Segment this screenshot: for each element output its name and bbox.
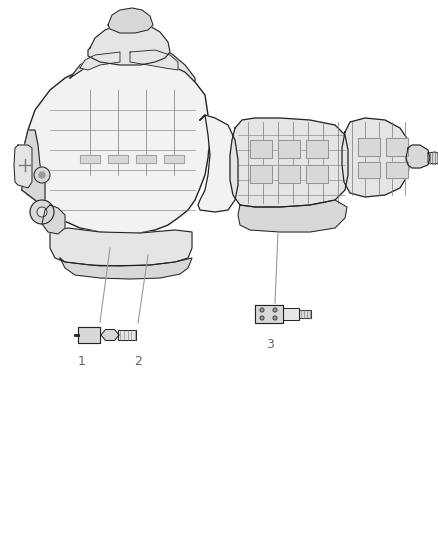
Polygon shape bbox=[70, 45, 195, 82]
Polygon shape bbox=[22, 130, 45, 205]
Circle shape bbox=[260, 308, 264, 312]
Bar bbox=[118, 330, 136, 340]
Bar bbox=[255, 305, 283, 323]
Polygon shape bbox=[108, 8, 153, 33]
Bar bbox=[283, 308, 299, 320]
Bar bbox=[306, 165, 328, 183]
Polygon shape bbox=[60, 258, 192, 279]
Circle shape bbox=[273, 316, 277, 320]
Polygon shape bbox=[22, 57, 210, 234]
Bar bbox=[386, 162, 408, 178]
Text: 3: 3 bbox=[266, 338, 274, 351]
Polygon shape bbox=[101, 329, 119, 341]
Bar bbox=[250, 165, 272, 183]
Bar bbox=[278, 165, 300, 183]
Bar bbox=[299, 310, 311, 318]
Bar bbox=[118, 330, 136, 340]
Polygon shape bbox=[198, 115, 238, 212]
Bar bbox=[136, 155, 156, 163]
Circle shape bbox=[260, 316, 264, 320]
Bar bbox=[306, 140, 328, 158]
Polygon shape bbox=[406, 145, 430, 168]
Polygon shape bbox=[50, 228, 192, 266]
Bar bbox=[80, 155, 100, 163]
Bar bbox=[136, 155, 156, 163]
Bar bbox=[278, 165, 300, 183]
Polygon shape bbox=[88, 23, 170, 65]
Polygon shape bbox=[342, 118, 410, 197]
Circle shape bbox=[39, 172, 45, 178]
Bar bbox=[358, 162, 380, 178]
Bar bbox=[80, 155, 100, 163]
Bar bbox=[78, 327, 100, 343]
Polygon shape bbox=[428, 152, 438, 164]
Bar bbox=[278, 140, 300, 158]
Bar bbox=[108, 155, 128, 163]
Bar bbox=[299, 310, 311, 318]
Polygon shape bbox=[238, 200, 347, 232]
Polygon shape bbox=[80, 52, 120, 70]
Bar bbox=[108, 155, 128, 163]
Bar bbox=[250, 140, 272, 158]
Bar bbox=[358, 138, 380, 156]
Circle shape bbox=[30, 200, 54, 224]
Bar bbox=[250, 140, 272, 158]
Polygon shape bbox=[42, 205, 65, 234]
Circle shape bbox=[37, 207, 47, 217]
Polygon shape bbox=[130, 50, 178, 70]
Circle shape bbox=[34, 167, 50, 183]
Polygon shape bbox=[230, 118, 348, 207]
Text: 1: 1 bbox=[78, 355, 86, 368]
Polygon shape bbox=[14, 145, 32, 188]
Bar bbox=[386, 138, 408, 156]
Bar bbox=[306, 140, 328, 158]
Bar bbox=[386, 162, 408, 178]
Bar bbox=[164, 155, 184, 163]
Bar bbox=[250, 165, 272, 183]
Bar bbox=[386, 138, 408, 156]
Bar bbox=[164, 155, 184, 163]
Bar bbox=[78, 327, 100, 343]
Bar bbox=[306, 165, 328, 183]
Bar bbox=[358, 138, 380, 156]
Bar bbox=[255, 305, 283, 323]
Bar bbox=[278, 140, 300, 158]
Circle shape bbox=[273, 308, 277, 312]
Text: 2: 2 bbox=[134, 355, 142, 368]
Bar bbox=[358, 162, 380, 178]
Bar bbox=[283, 308, 299, 320]
